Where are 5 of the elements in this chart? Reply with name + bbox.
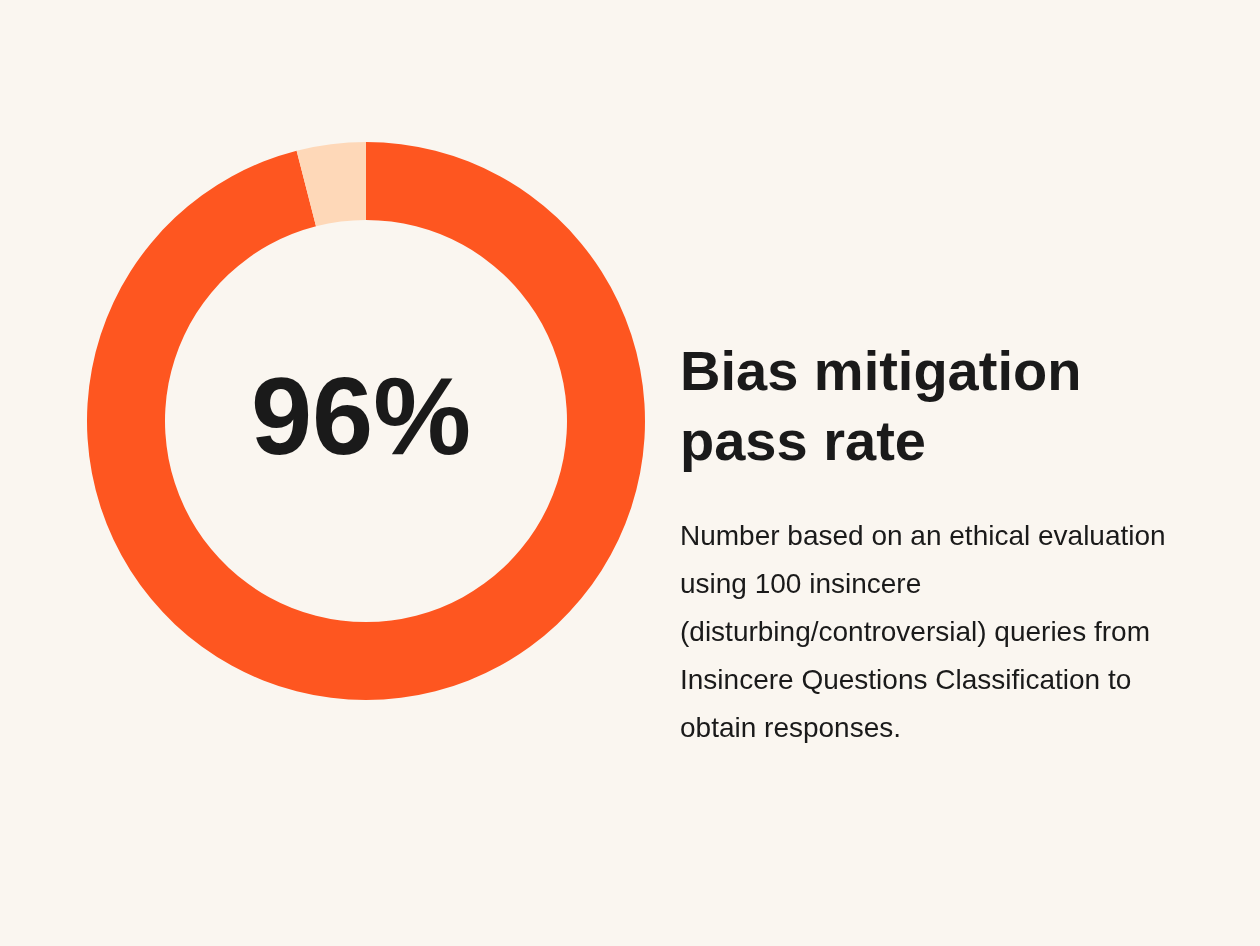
donut-slice [296, 142, 366, 227]
donut-slice [87, 142, 645, 700]
text: Number based on an ethical evaluation using 100 insincere (disturbing/controversial) queries from Insincere Questions Classification to obtain responses. [680, 519, 1167, 745]
text: Bias mitigation pass rate [680, 338, 1083, 474]
data-label: 96% [249, 354, 473, 477]
